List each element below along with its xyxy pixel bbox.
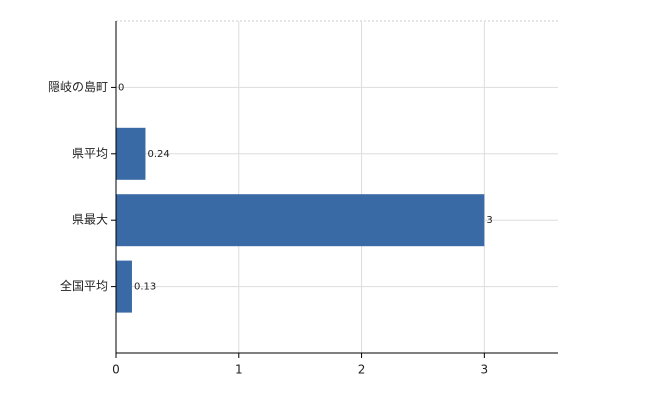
value-label: 0.24	[147, 149, 169, 160]
x-tick-label: 3	[481, 363, 489, 377]
y-tick-label: 全国平均	[60, 278, 108, 293]
bar	[116, 260, 132, 313]
bar	[116, 194, 485, 247]
bar	[116, 127, 146, 180]
y-tick-label: 県平均	[72, 146, 108, 160]
value-label: 0	[118, 82, 124, 93]
value-label: 3	[486, 215, 492, 226]
value-label: 0.13	[134, 282, 156, 293]
x-tick-label: 1	[235, 363, 243, 377]
y-tick-label: 県最大	[72, 213, 108, 227]
x-tick-label: 0	[112, 363, 120, 377]
x-tick-label: 2	[358, 363, 366, 377]
y-tick-label: 隠岐の島町	[48, 79, 108, 94]
